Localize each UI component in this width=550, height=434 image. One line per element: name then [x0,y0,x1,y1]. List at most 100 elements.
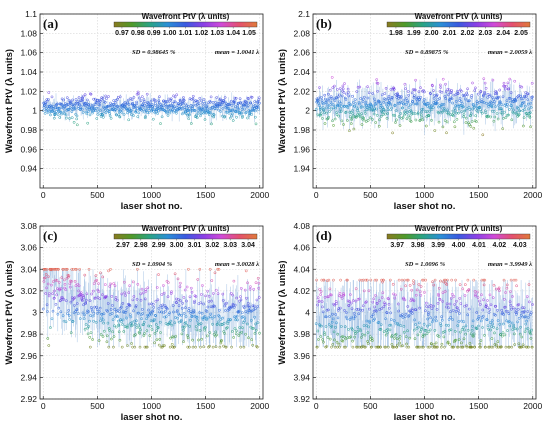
data-point [473,105,476,109]
data-point [247,304,251,308]
data-point [110,312,114,315]
sd-annotation: SD = 0.89875 % [405,49,449,56]
data-point [118,95,122,99]
x-tick-label: 0 [41,401,46,411]
data-point [420,328,423,331]
data-point [239,111,243,115]
data-point [336,332,340,336]
data-point [191,345,195,349]
data-point [197,338,200,342]
data-point [327,323,331,326]
data-point [217,308,221,312]
data-point [158,320,162,324]
y-axis-label: Wavefront PtV (λ units) [4,49,15,153]
data-point [102,329,106,333]
data-point [510,106,514,110]
data-point [189,108,193,112]
data-point [417,90,421,94]
data-point [206,289,209,293]
data-point [249,285,252,289]
data-point [229,99,233,103]
data-point [85,292,89,296]
data-point [137,92,140,96]
data-point [164,309,167,313]
data-point [458,312,461,315]
data-point [378,118,381,122]
data-point [154,323,158,326]
data-point [380,296,384,299]
data-point [424,328,428,332]
data-point [175,93,179,97]
data-point [98,297,102,301]
data-point [349,122,353,125]
data-point [45,99,49,103]
data-point [67,314,71,317]
data-point [503,333,507,337]
data-point [414,118,418,122]
data-point [383,301,386,305]
data-point [188,295,192,299]
data-point [326,103,329,107]
data-point [522,124,525,128]
data-point [425,324,429,328]
y-tick-label: 2.94 [20,372,37,382]
data-point [79,104,83,108]
data-point [257,296,261,299]
data-point [253,100,257,103]
data-point [497,95,501,99]
data-point [366,85,369,89]
data-point [470,345,474,349]
data-point [74,98,78,101]
data-point [180,306,184,310]
data-point [173,345,176,349]
data-point [157,109,160,113]
data-point [425,332,429,335]
data-point [355,90,359,93]
data-point [61,296,64,299]
data-point [92,311,96,315]
data-point [240,116,244,119]
data-point [332,278,335,282]
data-point [55,267,59,271]
data-point [66,312,69,316]
data-point [365,103,368,107]
data-point [408,284,412,287]
data-point [244,332,247,336]
data-point [493,100,496,104]
data-point [200,337,204,341]
data-point [398,335,402,338]
x-tick-label: 1000 [415,401,434,411]
data-point [101,96,105,100]
data-point [88,107,92,111]
data-point [159,122,162,125]
data-point [471,81,474,85]
data-point [57,306,61,310]
data-point [435,101,438,105]
data-point [511,306,515,309]
data-point [201,316,205,320]
data-point [126,323,130,327]
data-point [528,114,531,118]
data-point [195,316,199,319]
data-point [496,117,500,121]
data-point [394,293,397,297]
data-point [359,329,362,333]
data-point [445,302,449,306]
data-point [502,297,506,301]
data-point [452,111,455,115]
data-point [407,314,411,317]
data-point [359,97,363,100]
data-point [523,95,527,99]
data-point [324,101,328,104]
y-tick-label: 0.98 [20,125,37,135]
data-point [489,303,493,307]
y-tick-label: 3.92 [293,394,310,404]
data-point [198,96,202,100]
data-point [64,113,68,117]
data-point [526,92,530,96]
data-point [383,97,386,101]
data-point [421,108,425,111]
data-point [526,316,530,319]
data-point [155,329,158,333]
data-point [105,97,108,100]
